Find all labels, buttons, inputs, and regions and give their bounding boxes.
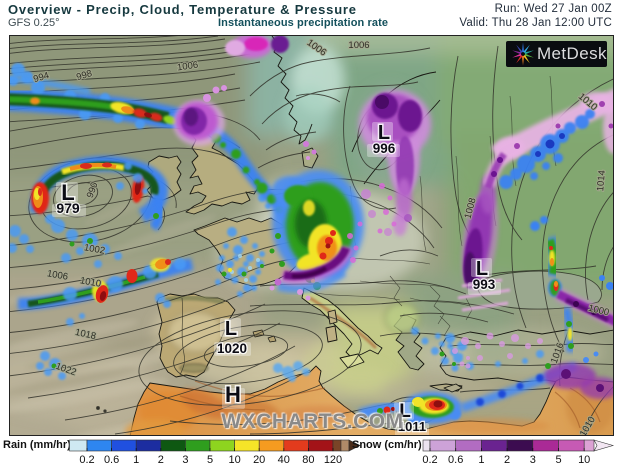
svg-text:996: 996 [373, 141, 396, 156]
svg-text:0.2: 0.2 [79, 454, 94, 466]
svg-text:20: 20 [253, 454, 265, 466]
svg-text:2: 2 [504, 454, 510, 466]
svg-text:0.6: 0.6 [448, 454, 463, 466]
svg-text:H: H [225, 382, 241, 407]
svg-text:0.6: 0.6 [104, 454, 119, 466]
svg-text:1006: 1006 [348, 40, 369, 51]
svg-text:1020: 1020 [217, 341, 247, 356]
svg-text:L: L [399, 401, 411, 422]
svg-text:0.2: 0.2 [422, 454, 437, 466]
svg-text:998: 998 [75, 68, 93, 83]
svg-text:1011: 1011 [398, 419, 426, 434]
svg-text:40: 40 [278, 454, 290, 466]
svg-text:10: 10 [228, 454, 240, 466]
svg-text:1014: 1014 [595, 170, 608, 192]
svg-text:5: 5 [555, 454, 561, 466]
svg-text:L: L [476, 258, 488, 280]
svg-text:979: 979 [56, 200, 80, 216]
svg-text:994: 994 [32, 70, 50, 85]
svg-text:1002: 1002 [83, 242, 106, 257]
svg-text:1: 1 [478, 454, 484, 466]
svg-text:1018: 1018 [74, 327, 97, 342]
svg-text:L: L [225, 318, 237, 340]
svg-text:L: L [61, 180, 74, 205]
svg-text:L: L [378, 122, 390, 144]
svg-text:1010: 1010 [79, 275, 102, 290]
svg-text:1006: 1006 [46, 268, 69, 283]
svg-text:2: 2 [158, 454, 164, 466]
svg-text:80: 80 [302, 454, 314, 466]
svg-text:3: 3 [182, 454, 188, 466]
svg-text:1006: 1006 [176, 60, 198, 74]
svg-text:120: 120 [324, 454, 342, 466]
svg-text:1: 1 [133, 454, 139, 466]
svg-text:993: 993 [473, 277, 496, 292]
svg-text:3: 3 [530, 454, 536, 466]
svg-text:5: 5 [207, 454, 213, 466]
svg-text:10: 10 [578, 454, 590, 466]
